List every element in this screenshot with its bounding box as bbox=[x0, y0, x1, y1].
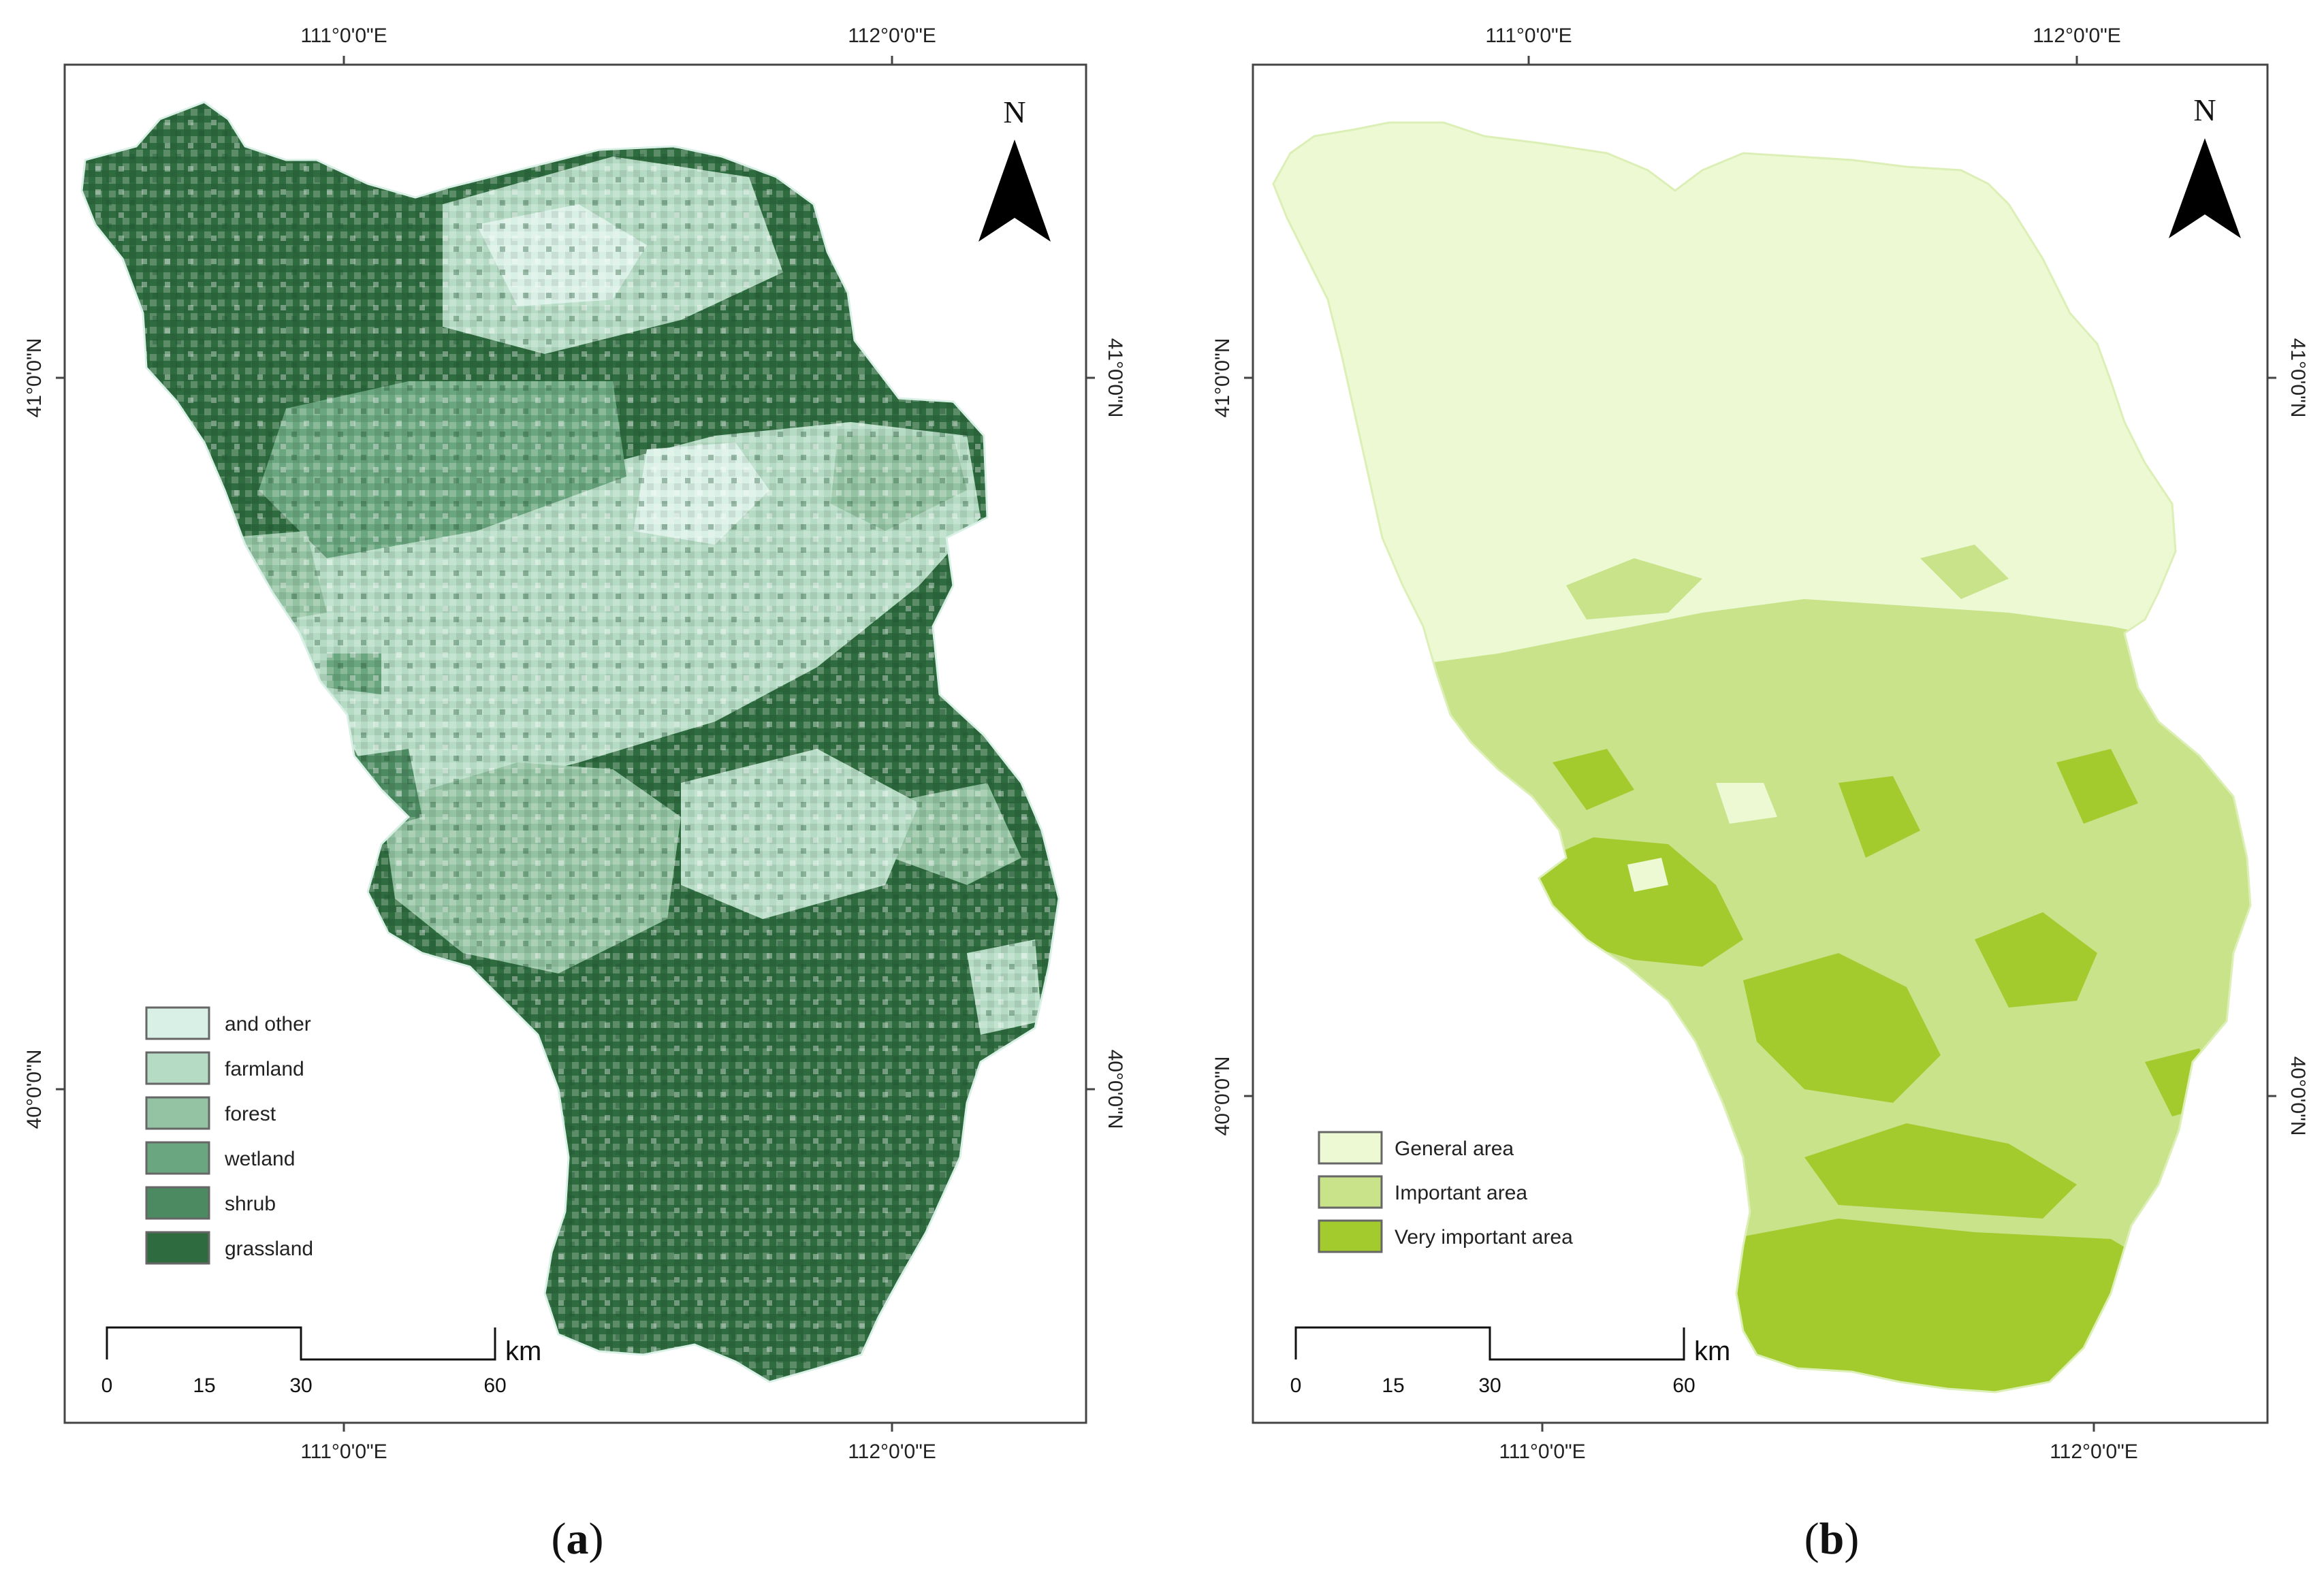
left-tick-label: 40°0'0"N bbox=[1211, 1057, 1234, 1136]
scale-bar: km 0 15 30 60 bbox=[1290, 1326, 1730, 1397]
scale-label: 30 bbox=[289, 1374, 312, 1397]
bottom-tick-label: 111°0'0"E bbox=[1499, 1440, 1585, 1463]
legend-label: grassland bbox=[225, 1238, 313, 1260]
scale-label: 15 bbox=[1382, 1374, 1404, 1397]
top-tick-label: 111°0'0"E bbox=[300, 25, 387, 47]
bottom-tick-label: 111°0'0"E bbox=[300, 1440, 387, 1463]
legend-swatch bbox=[145, 1141, 210, 1175]
legend-label: and other bbox=[225, 1013, 311, 1035]
scale-unit: km bbox=[1694, 1336, 1730, 1366]
legend-label: wetland bbox=[224, 1148, 295, 1170]
top-tick-label: 111°0'0"E bbox=[1485, 25, 1572, 47]
legend-swatch bbox=[145, 1186, 210, 1220]
north-label: N bbox=[1003, 95, 1025, 129]
scale-label: 60 bbox=[1672, 1374, 1695, 1397]
legend-swatch bbox=[1318, 1131, 1383, 1165]
tick-marks bbox=[56, 56, 1095, 1432]
right-tick-label: 40°0'0"N bbox=[2287, 1057, 2309, 1136]
scale-unit: km bbox=[505, 1336, 541, 1366]
tick-marks bbox=[1244, 56, 2276, 1432]
legend-swatch bbox=[1318, 1175, 1383, 1209]
bottom-tick-label: 112°0'0"E bbox=[848, 1440, 936, 1463]
north-label: N bbox=[2193, 93, 2216, 127]
scale-label: 15 bbox=[193, 1374, 215, 1397]
legend-swatch bbox=[145, 1231, 210, 1265]
scale-label: 60 bbox=[483, 1374, 506, 1397]
top-tick-label: 112°0'0"E bbox=[848, 25, 936, 47]
scale-label: 0 bbox=[1290, 1374, 1302, 1397]
right-tick-label: 40°0'0"N bbox=[1104, 1050, 1126, 1129]
scale-label: 30 bbox=[1478, 1374, 1501, 1397]
panel-a: 111°0'0"E 112°0'0"E 111°0'0"E 112°0'0"E … bbox=[23, 25, 1126, 1564]
left-tick-label: 41°0'0"N bbox=[1211, 338, 1234, 418]
legend-label: shrub bbox=[225, 1193, 276, 1215]
top-tick-label: 112°0'0"E bbox=[2033, 25, 2121, 47]
legend-swatch bbox=[145, 1051, 210, 1085]
legend-swatch bbox=[145, 1096, 210, 1130]
north-arrow: N bbox=[978, 95, 1051, 242]
left-tick-label: 40°0'0"N bbox=[23, 1050, 46, 1129]
legend-label: General area bbox=[1395, 1138, 1514, 1160]
legend-label: farmland bbox=[225, 1058, 304, 1080]
legend-swatch bbox=[1318, 1219, 1383, 1253]
legend: and other farmland forest wetland shrub … bbox=[145, 1006, 313, 1265]
scale-bar: km 0 15 30 60 bbox=[101, 1326, 541, 1397]
right-tick-label: 41°0'0"N bbox=[1104, 338, 1126, 418]
panel-b: 111°0'0"E 112°0'0"E 111°0'0"E 112°0'0"E … bbox=[1211, 25, 2309, 1564]
scale-label: 0 bbox=[101, 1374, 113, 1397]
legend: General area Important area Very importa… bbox=[1318, 1131, 1573, 1253]
legend-label: Very important area bbox=[1395, 1226, 1573, 1249]
bottom-tick-label: 112°0'0"E bbox=[2050, 1440, 2138, 1463]
panel-caption: (a) bbox=[552, 1514, 604, 1564]
legend-label: forest bbox=[225, 1103, 276, 1125]
panel-caption: (b) bbox=[1804, 1514, 1860, 1564]
legend-label: Important area bbox=[1395, 1182, 1527, 1204]
legend-swatch bbox=[145, 1006, 210, 1040]
north-arrow: N bbox=[2169, 93, 2241, 238]
right-tick-label: 41°0'0"N bbox=[2287, 338, 2309, 418]
left-tick-label: 41°0'0"N bbox=[23, 338, 46, 418]
